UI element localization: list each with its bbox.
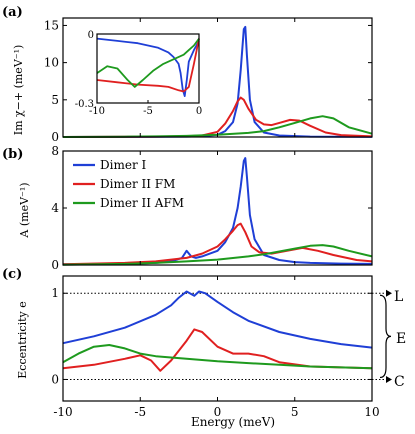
panel-c-frame <box>62 275 373 402</box>
panel-c-xlabel: Energy (meV) <box>191 415 275 429</box>
panel-c-ytick-label: 0 <box>51 372 59 386</box>
panel-c-xtick-label: 10 <box>364 405 379 419</box>
panel-c-xtick-label: -5 <box>134 405 146 419</box>
reference-arrow-head-0 <box>386 375 392 383</box>
inset-series-0-line <box>96 37 200 97</box>
inset-xtick-label: -10 <box>89 106 105 117</box>
panel-c-xtick-label: 5 <box>291 405 299 419</box>
panel-c-xtick-label: 0 <box>214 405 222 419</box>
panel-c-series-0-line <box>62 290 373 349</box>
right-label-C: C <box>394 374 405 390</box>
panel-a-ytick-label: 15 <box>44 18 59 32</box>
inset-ytick-label: -0.3 <box>75 99 94 110</box>
inset-series-1-line <box>96 38 200 93</box>
panel-c-series-2-line <box>62 344 373 370</box>
range-brace <box>379 294 392 379</box>
panel-c-ylabel: Eccentricity e <box>16 301 29 378</box>
inset-xtick-label: -5 <box>143 106 153 117</box>
panel-c-label: (c) <box>2 267 22 282</box>
legend-label-0: Dimer I <box>100 158 146 172</box>
panel-c-xtick-label: -10 <box>53 405 72 419</box>
panel-b-ytick-label: 4 <box>51 201 59 215</box>
panel-b-label: (b) <box>2 147 23 162</box>
panel-b-series-2-line <box>62 244 373 266</box>
panel-b-ytick-label: 0 <box>51 258 59 272</box>
panel-a-ytick-label: 5 <box>51 93 59 107</box>
inset-xtick-label: 0 <box>196 106 202 117</box>
panel-a-ytick-label: 0 <box>51 130 59 144</box>
right-label-E: E <box>396 331 406 347</box>
panel-a-label: (a) <box>2 5 23 20</box>
panel-b-series-1-line <box>62 222 373 266</box>
right-label-L: L <box>394 289 403 305</box>
legend-label-2: Dimer II AFM <box>100 196 184 210</box>
panel-a-series-2-line <box>62 115 373 138</box>
legend-label-1: Dimer II FM <box>100 177 175 191</box>
panel-c-ytick-label: 1 <box>51 286 59 300</box>
panel-a-ylabel: Im χ−+ (meV⁻¹) <box>12 45 25 136</box>
reference-arrow-head-1 <box>386 289 392 297</box>
panel-b-series-0-line <box>62 157 373 266</box>
inset-ytick-label: 0 <box>88 30 94 41</box>
panel-a-ytick-label: 10 <box>44 56 59 70</box>
panel-c-series-1-line <box>62 328 373 372</box>
inset-series-2-line <box>96 38 200 88</box>
panel-b-ylabel: A (meV⁻¹) <box>18 182 31 238</box>
panel-b-ytick-label: 8 <box>51 144 59 158</box>
